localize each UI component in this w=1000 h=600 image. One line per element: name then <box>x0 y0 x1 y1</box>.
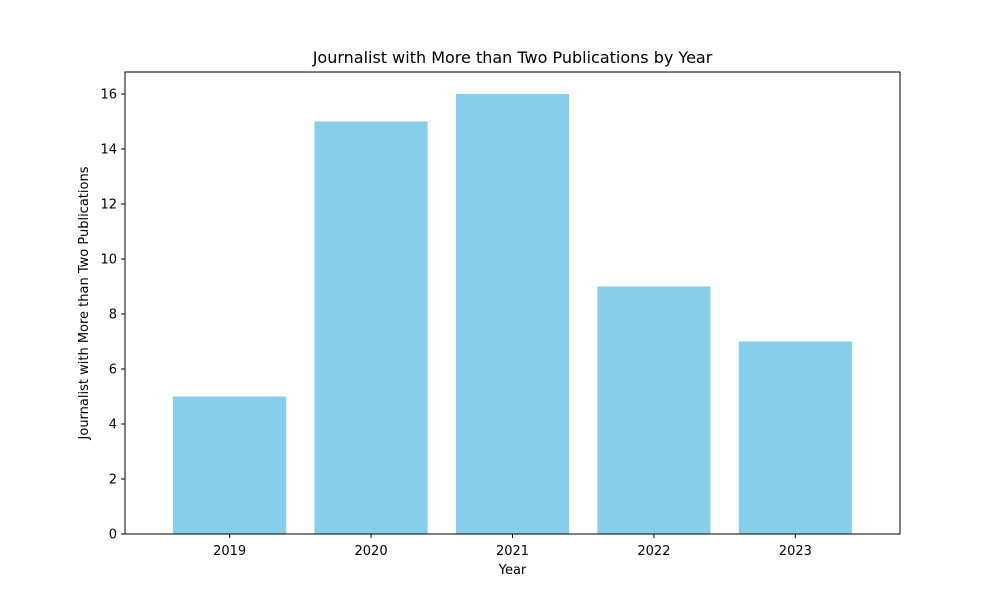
y-axis-label: Journalist with More than Two Publicatio… <box>77 166 92 440</box>
x-tick-label-2020: 2020 <box>355 544 388 559</box>
bars-group <box>173 94 852 534</box>
bar-2020 <box>314 121 428 534</box>
bar-2021 <box>455 94 570 534</box>
y-tick-label: 12 <box>100 198 117 213</box>
x-tick-label-2019: 2019 <box>213 544 246 559</box>
y-tick-label: 6 <box>109 363 117 378</box>
x-axis: 2019 2020 2021 2022 2023 <box>213 534 812 559</box>
y-tick-label: 8 <box>109 308 117 323</box>
x-tick-label-2023: 2023 <box>779 544 812 559</box>
y-tick-label: 4 <box>109 418 117 433</box>
y-axis: 0 2 4 6 8 10 12 14 16 <box>100 88 125 543</box>
x-axis-label: Year <box>498 563 527 578</box>
y-tick-label: 10 <box>100 253 117 268</box>
chart-title: Journalist with More than Two Publicatio… <box>312 48 713 67</box>
bar-2019 <box>173 396 287 534</box>
x-tick-label-2022: 2022 <box>637 544 670 559</box>
bar-2022 <box>597 286 711 534</box>
y-tick-label: 16 <box>100 88 117 103</box>
plot-area <box>124 71 901 535</box>
bar-2023 <box>738 341 852 534</box>
y-tick-label: 0 <box>109 528 117 543</box>
y-tick-label: 14 <box>100 143 117 158</box>
x-tick-label-2021: 2021 <box>496 544 529 559</box>
y-tick-label: 2 <box>109 473 117 488</box>
